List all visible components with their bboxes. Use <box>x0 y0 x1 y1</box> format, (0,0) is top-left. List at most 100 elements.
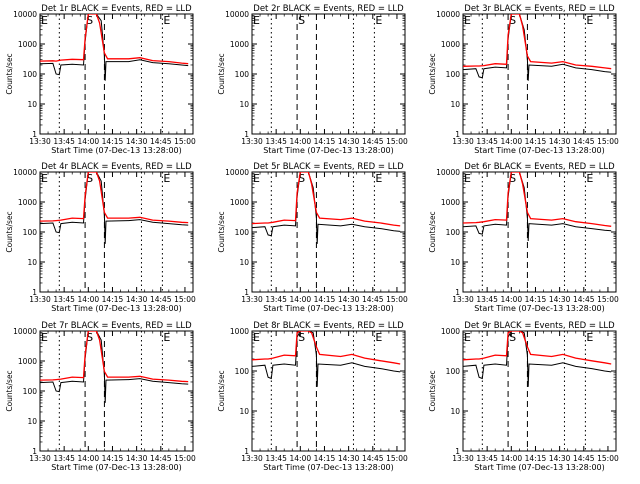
chart-panel-5: Det 5r BLACK = Events, RED = LLD 1 10 100 10… <box>217 162 408 313</box>
y-tick-label: 10000 <box>225 168 249 177</box>
y-tick-label: 100 <box>446 367 461 376</box>
x-axis-label: Start Time (07-Dec-13 13:28:00) <box>263 304 394 313</box>
x-tick-label: 13:45 <box>265 454 287 463</box>
x-tick-label: 14:45 <box>362 137 384 146</box>
y-tick-label: 10000 <box>436 168 460 177</box>
event-marker-label: E <box>163 331 170 344</box>
x-tick-label: 14:00 <box>78 454 100 463</box>
y-tick-label: 100 <box>23 70 38 79</box>
series-line-lld <box>463 331 612 365</box>
x-axis-label: Start Time (07-Dec-13 13:28:00) <box>263 146 394 155</box>
x-axis-label: Start Time (07-Dec-13 13:28:00) <box>474 463 605 472</box>
chart-title: Det 6r BLACK = Events, RED = LLD <box>464 162 615 172</box>
x-tick-label: 13:45 <box>265 295 287 304</box>
y-axis-label: Counts/sec <box>5 211 14 252</box>
y-tick-label: 1000 <box>230 198 249 207</box>
y-tick-label: 10000 <box>13 168 37 177</box>
x-tick-label: 13:30 <box>452 295 474 304</box>
event-marker-label: S <box>86 331 93 344</box>
x-tick-label: 13:30 <box>452 137 474 146</box>
y-tick-label: 1000 <box>230 327 249 336</box>
y-tick-label: 100 <box>23 387 38 396</box>
chart-panel-4: Det 4r BLACK = Events, RED = LLD 1 10 100 10… <box>5 162 196 313</box>
x-tick-label: 14:15 <box>314 137 336 146</box>
x-tick-label: 13:30 <box>241 295 263 304</box>
x-axis-label: Start Time (07-Dec-13 13:28:00) <box>263 463 394 472</box>
y-tick-label: 100 <box>446 228 461 237</box>
x-tick-label: 14:45 <box>573 295 595 304</box>
event-marker-label: E <box>41 331 48 344</box>
y-tick-label: 10 <box>239 100 249 109</box>
y-tick-label: 10 <box>239 407 249 416</box>
y-tick-label: 1 <box>455 130 460 139</box>
chart-panel-6: Det 6r BLACK = Events, RED = LLD 1 10 100 10… <box>428 162 619 313</box>
y-tick-label: 10 <box>27 417 37 426</box>
y-tick-label: 10000 <box>13 10 37 19</box>
x-tick-label: 14:00 <box>501 137 523 146</box>
chart-title: Det 9r BLACK = Events, RED = LLD <box>464 321 615 331</box>
y-tick-label: 1000 <box>230 40 249 49</box>
x-tick-label: 14:00 <box>290 454 312 463</box>
y-tick-label: 10000 <box>436 10 460 19</box>
chart-title: Det 4r BLACK = Events, RED = LLD <box>41 162 192 172</box>
x-tick-label: 14:00 <box>501 454 523 463</box>
series-line-lld <box>463 172 612 227</box>
chart-title: Det 3r BLACK = Events, RED = LLD <box>464 4 615 14</box>
x-tick-label: 14:15 <box>102 295 124 304</box>
x-axis-label: Start Time (07-Dec-13 13:28:00) <box>51 146 182 155</box>
y-tick-label: 10000 <box>13 327 37 336</box>
x-tick-label: 14:15 <box>102 454 124 463</box>
event-marker-label: S <box>298 172 305 185</box>
event-marker-label: S <box>509 14 516 27</box>
event-marker-label: S <box>298 14 305 27</box>
y-axis-label: Counts/sec <box>217 211 226 252</box>
series-line-lld <box>252 172 401 227</box>
event-marker-label: E <box>163 172 170 185</box>
x-tick-label: 13:30 <box>241 137 263 146</box>
series-line-events <box>40 14 189 81</box>
y-tick-label: 1 <box>244 130 249 139</box>
event-marker-label: E <box>41 14 48 27</box>
x-tick-label: 15:00 <box>174 137 196 146</box>
x-tick-label: 14:00 <box>501 295 523 304</box>
x-tick-label: 13:45 <box>265 137 287 146</box>
x-tick-label: 15:00 <box>174 454 196 463</box>
x-tick-label: 14:45 <box>573 137 595 146</box>
y-axis-label: Counts/sec <box>217 53 226 94</box>
x-tick-label: 14:15 <box>525 295 547 304</box>
y-tick-label: 1 <box>244 288 249 297</box>
event-marker-label: S <box>86 14 93 27</box>
x-tick-label: 14:15 <box>525 454 547 463</box>
y-tick-label: 1 <box>32 447 37 456</box>
x-tick-label: 14:45 <box>150 295 172 304</box>
plot-frame <box>462 13 617 135</box>
y-tick-label: 10 <box>450 407 460 416</box>
y-tick-label: 10 <box>450 100 460 109</box>
series-line-lld <box>40 14 189 65</box>
y-axis-label: Counts/sec <box>5 370 14 411</box>
chart-panel-8: Det 8r BLACK = Events, RED = LLD 1 10 100 10… <box>217 321 408 472</box>
x-tick-label: 14:00 <box>290 137 312 146</box>
event-marker-label: E <box>253 172 260 185</box>
y-tick-label: 1000 <box>441 198 460 207</box>
chart-title: Det 7r BLACK = Events, RED = LLD <box>41 321 192 331</box>
series-line-lld <box>40 331 189 383</box>
x-tick-label: 15:00 <box>597 454 619 463</box>
plot-frame <box>39 171 194 293</box>
y-tick-label: 10 <box>450 258 460 267</box>
x-axis-label: Start Time (07-Dec-13 13:28:00) <box>474 146 605 155</box>
x-tick-label: 14:00 <box>290 295 312 304</box>
x-tick-label: 13:45 <box>476 137 498 146</box>
x-tick-label: 13:45 <box>53 137 75 146</box>
y-axis-label: Counts/sec <box>217 370 226 411</box>
event-marker-label: E <box>586 331 593 344</box>
x-axis-label: Start Time (07-Dec-13 13:28:00) <box>51 304 182 313</box>
y-axis-label: Counts/sec <box>428 53 437 94</box>
y-tick-label: 10 <box>239 258 249 267</box>
x-tick-label: 14:15 <box>314 454 336 463</box>
x-tick-label: 13:30 <box>29 137 51 146</box>
x-tick-label: 14:15 <box>525 137 547 146</box>
x-tick-label: 13:45 <box>476 295 498 304</box>
x-tick-label: 14:45 <box>150 454 172 463</box>
